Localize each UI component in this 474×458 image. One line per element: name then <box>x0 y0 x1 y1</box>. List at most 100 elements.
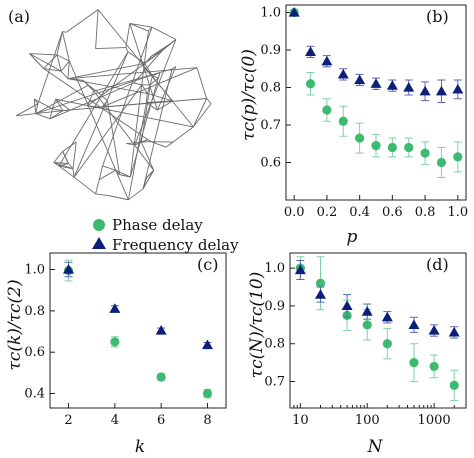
network-edge <box>157 66 177 111</box>
network-edge <box>192 98 208 128</box>
phase-delay-point <box>355 133 365 143</box>
panel-label-c: (c) <box>197 255 218 274</box>
network-edge <box>93 90 155 171</box>
network-edge <box>97 9 194 128</box>
network-edge <box>129 23 158 111</box>
phase-delay-point <box>436 157 447 168</box>
panel-label-a: (a) <box>8 7 30 26</box>
x-tick-label: 10 <box>292 413 309 428</box>
axes-frame-c <box>49 252 227 409</box>
legend-frequency-marker <box>92 237 106 249</box>
network-edge <box>16 113 36 117</box>
network-edge <box>129 72 161 178</box>
panel-c: 2 4 6 8 0.4 0.6 0.8 1.0 (c) k τc(k)/τc(2) <box>5 252 227 457</box>
network-edge <box>58 163 69 167</box>
frequency-delay-point <box>337 68 349 79</box>
frequency-delay-point <box>63 264 75 274</box>
network-edge <box>149 75 153 86</box>
network-edge <box>58 165 75 178</box>
network-edge <box>87 49 163 107</box>
x-axis-label-d: N <box>367 437 384 457</box>
x-tick-label: 4 <box>111 413 119 428</box>
phase-delay-point <box>429 361 439 372</box>
frequency-delay-point <box>435 85 447 96</box>
network-edge <box>35 110 63 115</box>
network-edge <box>109 195 129 201</box>
network-edge <box>129 31 149 178</box>
network-edge <box>73 51 129 178</box>
frequency-delay-point <box>109 303 121 313</box>
network-edge <box>95 47 126 50</box>
panel-d: 10 100 1000 0.7 0.8 0.9 1.0 (d) N τc(N)/τc(10) <box>247 252 467 457</box>
network-edge <box>58 51 129 167</box>
x-axis-label-b: p <box>347 227 358 247</box>
network-edge <box>157 100 173 111</box>
frequency-delay-point <box>288 7 300 17</box>
network-edge <box>49 108 53 119</box>
y-tick-label: 0.6 <box>260 156 281 171</box>
x-tick-label: 0.6 <box>382 205 403 220</box>
frequency-delay-point <box>370 78 382 88</box>
network-edge <box>33 99 37 114</box>
network-edge <box>162 39 177 51</box>
network-edge <box>101 100 108 108</box>
network-edge <box>62 151 69 164</box>
network-edge <box>95 179 100 194</box>
x-tick-label: 100 <box>355 413 380 428</box>
network-edge <box>55 98 194 128</box>
network-edge <box>150 141 167 148</box>
network-edge <box>67 78 148 94</box>
phase-delay-point <box>449 380 459 390</box>
network-edge <box>56 54 70 62</box>
phase-delay-point <box>362 320 372 330</box>
network-edge <box>15 103 39 117</box>
network-edge <box>56 54 62 72</box>
network-edge <box>146 102 158 111</box>
network-edge <box>34 98 53 110</box>
network-edge <box>101 67 198 108</box>
frequency-delay-point <box>305 46 317 56</box>
network-edge <box>67 61 70 79</box>
network-edge <box>60 60 70 72</box>
network-edge <box>115 169 131 178</box>
panel-label-b: (b) <box>426 7 449 26</box>
network-edge <box>35 84 89 114</box>
network-edge <box>73 176 96 195</box>
phase-delay-point <box>453 152 463 162</box>
network-edge <box>43 68 152 143</box>
frequency-delay-point <box>321 55 333 66</box>
y-tick-label: 0.6 <box>24 345 45 360</box>
x-tick-label: 2 <box>64 413 72 428</box>
axes-frame-d <box>289 252 467 409</box>
x-tick-label: 0.0 <box>284 205 305 220</box>
frequency-delay-point <box>294 264 306 275</box>
network-edge <box>53 151 64 163</box>
network-edge <box>206 98 212 104</box>
frequency-delay-point <box>386 80 398 90</box>
phase-delay-point <box>322 105 332 115</box>
network-edge <box>128 188 144 201</box>
network-edge <box>102 27 153 167</box>
y-tick-label: 1.0 <box>24 263 45 278</box>
network-edge <box>68 60 129 200</box>
network-edge <box>43 54 58 69</box>
network-edge <box>98 165 104 180</box>
network-edge <box>62 141 77 152</box>
network-edge <box>144 63 153 77</box>
phase-delay-point <box>371 141 381 151</box>
y-tick-label: 1.0 <box>260 6 281 21</box>
x-tick-label: 1000 <box>418 413 451 428</box>
x-tick-label: 1.0 <box>447 205 468 220</box>
phase-delay-point <box>305 79 316 89</box>
frequency-delay-point <box>448 326 460 337</box>
network-edge <box>102 165 116 171</box>
network-edge <box>43 68 62 72</box>
network-edge <box>35 72 161 115</box>
legend-frequency-label: Frequency delay <box>112 236 239 254</box>
phase-delay-point <box>110 337 120 347</box>
frequency-delay-point <box>419 85 431 96</box>
frequency-delay-point <box>408 319 420 329</box>
phase-delay-point <box>202 388 213 399</box>
y-tick-label: 0.7 <box>264 375 285 390</box>
